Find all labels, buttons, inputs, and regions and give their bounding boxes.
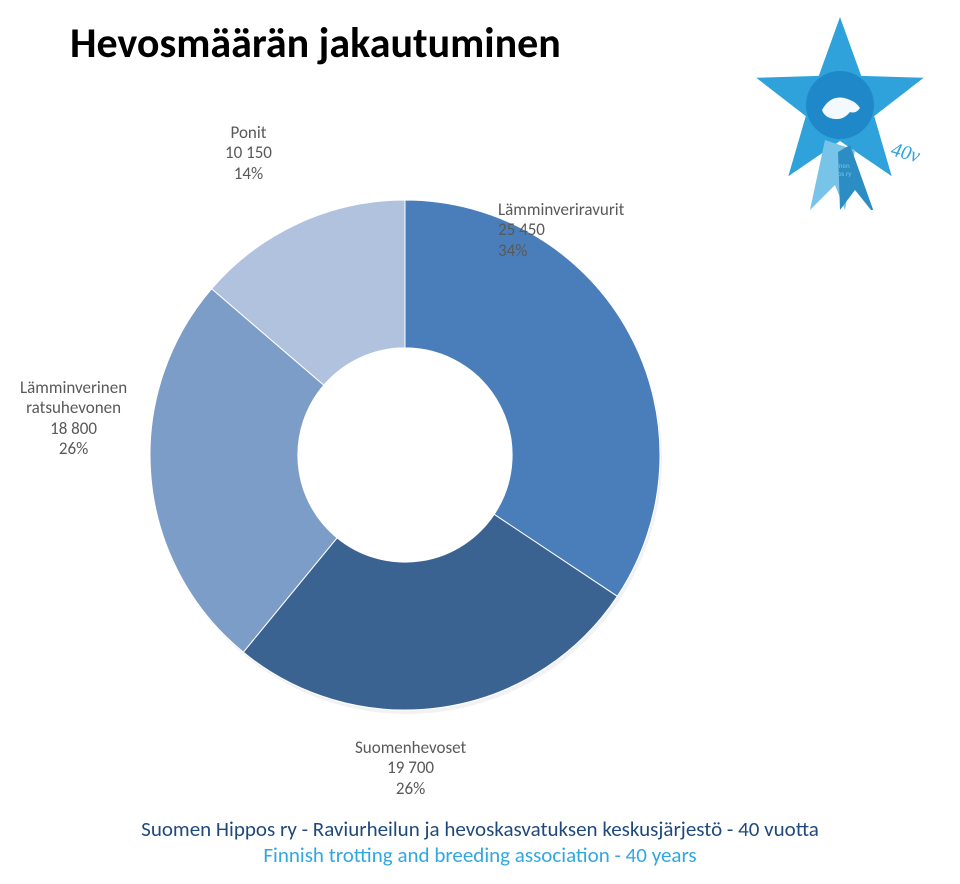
donut-chart: [130, 180, 680, 730]
label-lvr-value: 25 450: [498, 220, 624, 240]
label-lvrh-l2: ratsuhevonen: [20, 398, 127, 418]
label-ponit-value: 10 150: [225, 143, 272, 163]
label-lvrh-value: 18 800: [20, 419, 127, 439]
donut-chart-svg: [130, 180, 680, 730]
label-sh-pct: 26%: [355, 779, 466, 799]
svg-text:40v: 40v: [889, 139, 923, 168]
anniversary-star-badge: 40v Suomen Hippos ry: [740, 10, 940, 210]
label-lvrh-pct: 26%: [20, 439, 127, 459]
label-sh-name: Suomenhevoset: [355, 738, 466, 758]
star-icon: 40v Suomen Hippos ry: [740, 10, 940, 210]
page-title: Hevosmäärän jakautuminen: [70, 18, 561, 69]
footer-line-fi: Suomen Hippos ry - Raviurheilun ja hevos…: [0, 816, 960, 842]
label-lvrh-l1: Lämminverinen: [20, 378, 127, 398]
footer-line-en: Finnish trotting and breeding associatio…: [0, 842, 960, 868]
label-lamminveriravurit: Lämminveriravurit 25 450 34%: [498, 200, 624, 261]
label-sh-value: 19 700: [355, 758, 466, 778]
label-lamminverinen-ratsuhevonen: Lämminverinen ratsuhevonen 18 800 26%: [20, 378, 127, 460]
label-ponit-pct: 14%: [225, 164, 272, 184]
svg-text:Hippos ry: Hippos ry: [825, 169, 853, 178]
label-ponit-name: Ponit: [225, 123, 272, 143]
label-lvr-pct: 34%: [498, 241, 624, 261]
label-ponit: Ponit 10 150 14%: [225, 123, 272, 184]
footer: Suomen Hippos ry - Raviurheilun ja hevos…: [0, 816, 960, 868]
label-lvr-name: Lämminveriravurit: [498, 200, 624, 220]
label-suomenhevoset: Suomenhevoset 19 700 26%: [355, 738, 466, 799]
